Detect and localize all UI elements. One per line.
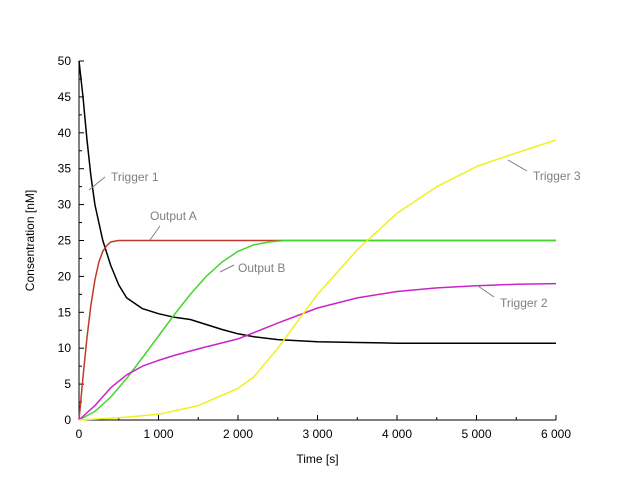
x-tick-label: 2 000 (223, 427, 253, 441)
series-line-trigger-1 (78, 60, 556, 344)
x-tick-label: 3 000 (302, 427, 332, 441)
series-line-output-a (78, 239, 556, 421)
series-line-trigger-3 (78, 139, 557, 421)
y-tick-label: 5 (64, 377, 71, 391)
annotation-leader-trigger-3 (507, 159, 528, 172)
y-tick-label: 0 (64, 413, 71, 427)
annotation-leader-output-b (219, 264, 235, 273)
annotations: Trigger 1 Output A Output B Trigger 2 Trigge… (88, 159, 581, 310)
annotation-trigger-3: Trigger 3 (533, 169, 581, 183)
annotation-leader-trigger-2 (477, 285, 495, 298)
x-tick-label: 0 (76, 427, 83, 441)
y-tick-label: 50 (58, 54, 72, 68)
x-tick-label: 1 000 (143, 427, 173, 441)
ticks: 0 5 10 15 20 25 30 35 40 45 50 0 1 000 2 000 3 000 4 00… (58, 54, 572, 441)
y-axis-label: Consentration [nM] (23, 190, 37, 291)
annotation-trigger-2: Trigger 2 (500, 296, 548, 310)
y-tick-label: 10 (58, 341, 72, 355)
x-tick-label: 6 000 (541, 427, 571, 441)
annotation-trigger-1: Trigger 1 (111, 170, 159, 184)
y-tick-label: 35 (58, 162, 72, 176)
annotation-output-b: Output B (238, 261, 285, 275)
x-tick-label: 5 000 (461, 427, 491, 441)
series-line-output-b (78, 239, 556, 421)
y-tick-label: 20 (58, 269, 72, 283)
series-lines (78, 60, 557, 421)
x-tick-label: 4 000 (382, 427, 412, 441)
y-tick-label: 40 (58, 126, 72, 140)
annotation-output-a: Output A (150, 209, 197, 223)
x-axis-label: Time [s] (296, 452, 338, 466)
y-tick-label: 45 (58, 90, 72, 104)
y-tick-label: 30 (58, 198, 72, 212)
y-tick-label: 15 (58, 305, 72, 319)
y-tick-label: 25 (58, 234, 72, 248)
annotation-leader-output-a (149, 225, 161, 241)
annotation-leader-trigger-1 (88, 176, 106, 191)
series-line-trigger-2 (78, 282, 557, 421)
